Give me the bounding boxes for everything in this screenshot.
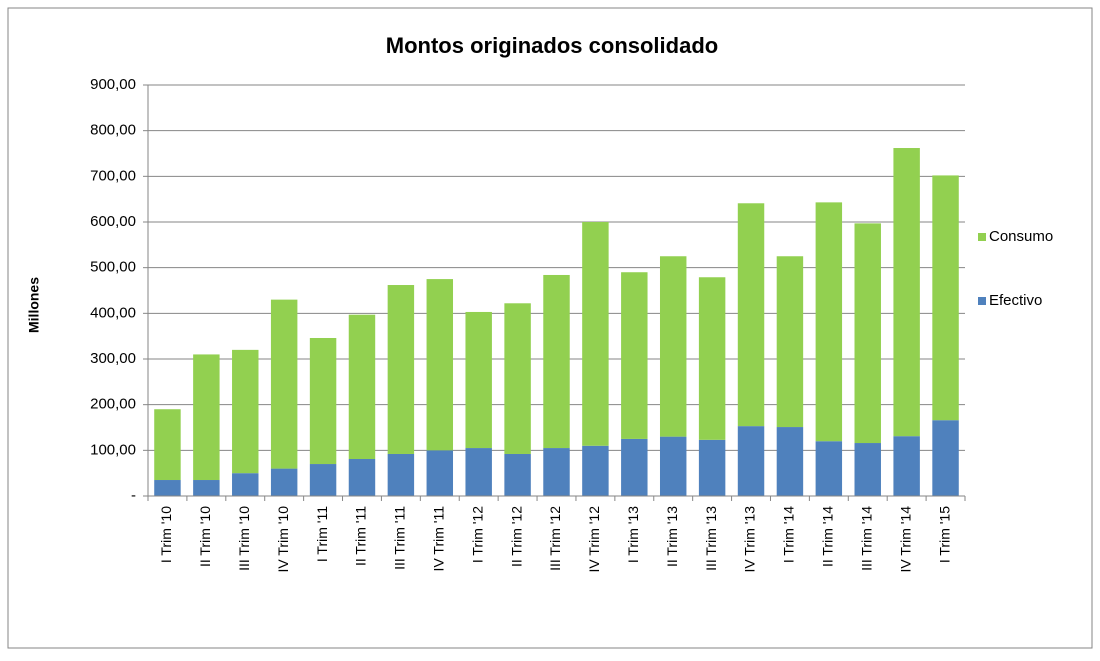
bar-segment (893, 436, 920, 496)
bar-segment (932, 420, 959, 496)
legend-swatch (978, 297, 986, 305)
y-tick-label: 500,00 (90, 259, 136, 276)
bar-segment (270, 299, 298, 469)
bar-segment (621, 438, 648, 496)
x-tick-label: II Trim '13 (664, 506, 680, 567)
bar-segment (737, 203, 765, 427)
x-tick-label: III Trim '14 (858, 506, 874, 571)
y-tick-label: 800,00 (90, 122, 136, 139)
x-tick-label: I Trim '12 (469, 506, 485, 563)
y-tick-label: 900,00 (90, 76, 136, 93)
y-tick-label: 700,00 (90, 167, 136, 184)
legend-label: Consumo (989, 228, 1053, 245)
bar-segment (582, 445, 609, 496)
bar-segment (504, 453, 531, 496)
bar-segment (232, 473, 259, 496)
x-tick-label: III Trim '12 (547, 506, 563, 571)
x-tick-label: III Trim '10 (236, 506, 252, 571)
bar-segment (698, 277, 726, 440)
x-tick-label: IV Trim '12 (586, 506, 602, 573)
y-tick-label: 300,00 (90, 350, 136, 367)
x-tick-label: I Trim '15 (936, 506, 952, 563)
bar-segment (387, 453, 415, 496)
y-tick-label: 600,00 (90, 213, 136, 230)
x-tick-label: IV Trim '13 (742, 506, 758, 573)
x-tick-label: II Trim '14 (820, 506, 836, 567)
bar-segment (737, 426, 765, 496)
legend-swatch (978, 233, 986, 241)
bar-segment (270, 468, 298, 496)
x-tick-label: IV Trim '14 (897, 506, 913, 573)
bar-segment (621, 272, 648, 439)
x-tick-label: I Trim '11 (314, 506, 330, 562)
bar-segment (426, 450, 454, 496)
bar-segment (426, 279, 454, 451)
bar-segment (504, 303, 531, 454)
bar-segment (309, 464, 337, 496)
y-tick-label: 400,00 (90, 304, 136, 321)
x-tick-label: III Trim '13 (703, 506, 719, 571)
bar-segment (309, 337, 337, 465)
bar-segment (348, 314, 376, 460)
bar-segment (815, 202, 843, 442)
y-tick-label: 200,00 (90, 396, 136, 413)
bar-segment (854, 443, 881, 496)
bar-segment (543, 448, 570, 496)
x-tick-label: II Trim '10 (197, 506, 213, 567)
bar-segment (776, 427, 804, 496)
x-tick-label: IV Trim '10 (275, 506, 291, 573)
bar-segment (154, 409, 181, 481)
bar-segment (465, 311, 492, 449)
chart-title: Montos originados consolidado (386, 33, 718, 58)
y-tick-label: - (131, 487, 136, 504)
bar-segment (348, 459, 376, 496)
x-tick-label: I Trim '14 (781, 506, 797, 563)
x-tick-label: I Trim '10 (158, 506, 174, 563)
bar-segment (659, 256, 687, 437)
x-tick-label: II Trim '11 (353, 506, 369, 566)
bar-segment (893, 148, 920, 437)
bar-segment (543, 274, 570, 449)
x-tick-label: I Trim '13 (625, 506, 641, 563)
bar-segment (193, 480, 220, 496)
x-tick-label: III Trim '11 (392, 506, 408, 570)
bar-segment (659, 436, 687, 496)
bar-segment (932, 175, 959, 421)
y-tick-label: 100,00 (90, 441, 136, 458)
bar-segment (232, 349, 259, 474)
bar-segment (698, 439, 726, 496)
x-tick-label: II Trim '12 (508, 506, 524, 567)
bar-segment (387, 285, 415, 454)
x-tick-label: IV Trim '11 (430, 506, 446, 572)
bar-segment (582, 222, 609, 446)
bar-segment (193, 354, 220, 481)
bar-segment (854, 223, 881, 444)
bar-segment (815, 441, 843, 496)
bar-segment (465, 448, 492, 496)
legend-label: Efectivo (989, 292, 1042, 309)
y-axis-label: Millones (26, 277, 42, 333)
bar-segment (154, 480, 181, 496)
bar-segment (776, 256, 804, 428)
